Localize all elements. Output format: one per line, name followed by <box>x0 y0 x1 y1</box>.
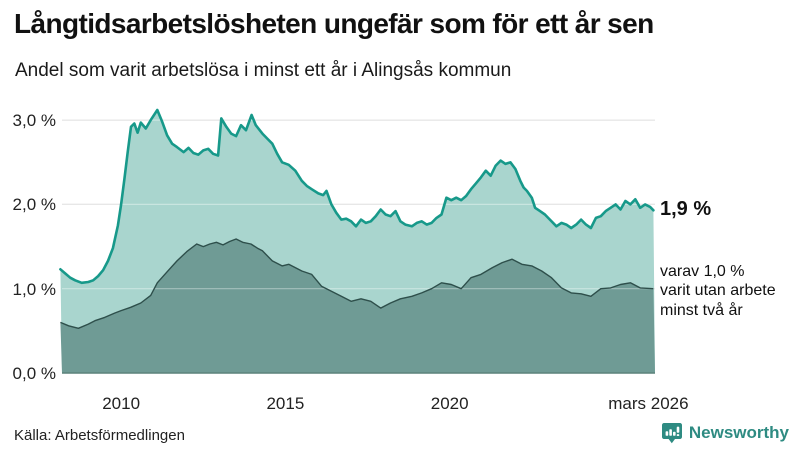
newsworthy-wordmark: Newsworthy <box>688 423 789 442</box>
area-chart <box>59 108 655 374</box>
y-tick-label: 3,0 % <box>12 111 56 131</box>
latest-value-label: 1,9 % <box>660 198 712 221</box>
x-tick-label: mars 2026 <box>608 394 689 413</box>
annotation-line-2: varit utan arbete <box>660 282 776 300</box>
y-tick-label: 2,0 % <box>12 195 56 215</box>
chart-subtitle: Andel som varit arbetslösa i minst ett å… <box>15 60 512 81</box>
page-title: Långtidsarbetslösheten ungefär som för e… <box>14 8 654 39</box>
annotation-line-1: varav 1,0 % <box>660 262 745 280</box>
x-tick-label: 2010 <box>102 394 141 413</box>
x-tick-label: 2015 <box>266 394 305 413</box>
newsworthy-logo: Newsworthy <box>661 421 789 445</box>
newsworthy-bubble-chart-icon <box>661 422 682 443</box>
two-year-annotation: varav 1,0 % varit utan arbete minst två … <box>660 262 798 321</box>
annotation-line-3: minst två år <box>660 301 743 319</box>
y-tick-label: 1,0 % <box>12 279 56 299</box>
y-tick-label: 0,0 % <box>12 364 56 383</box>
source-credit: Källa: Arbetsförmedlingen <box>14 427 185 444</box>
x-tick-label: 2020 <box>430 394 469 413</box>
